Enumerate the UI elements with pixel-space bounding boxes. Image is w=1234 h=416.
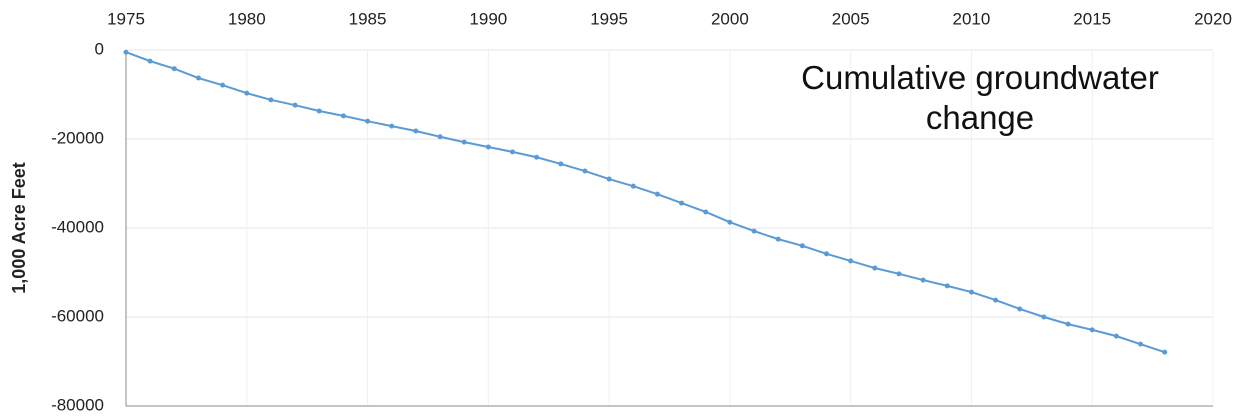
data-point xyxy=(993,297,999,303)
data-point xyxy=(485,144,491,150)
data-point xyxy=(1065,321,1071,327)
data-point xyxy=(968,289,974,295)
y-tick-label: 0 xyxy=(95,39,104,58)
data-point xyxy=(703,209,709,215)
data-point xyxy=(630,183,636,189)
data-point xyxy=(147,58,153,64)
data-point xyxy=(461,139,467,145)
data-point xyxy=(413,128,419,134)
y-tick-label: -40000 xyxy=(51,217,104,236)
x-tick-label: 1985 xyxy=(349,9,387,28)
data-point xyxy=(848,258,854,264)
data-point xyxy=(365,118,371,124)
data-point xyxy=(751,228,757,234)
data-point xyxy=(534,154,540,160)
data-point xyxy=(775,236,781,242)
x-tick-label: 1995 xyxy=(590,9,628,28)
data-point xyxy=(195,75,201,81)
data-point xyxy=(316,108,322,114)
y-tick-label: -60000 xyxy=(51,306,104,325)
data-point xyxy=(799,243,805,249)
data-point xyxy=(1089,327,1095,333)
data-point xyxy=(123,49,129,55)
x-tick-label: 1975 xyxy=(107,9,145,28)
data-point xyxy=(679,200,685,206)
data-point xyxy=(872,265,878,271)
x-tick-label: 2000 xyxy=(711,9,749,28)
data-point xyxy=(509,149,515,155)
data-point xyxy=(220,82,226,88)
x-tick-label: 2020 xyxy=(1194,9,1232,28)
annotation: Cumulative groundwater change xyxy=(801,59,1159,136)
data-point xyxy=(824,251,830,257)
x-tick-label: 2005 xyxy=(832,9,870,28)
data-point xyxy=(1162,349,1168,355)
data-point xyxy=(389,123,395,129)
data-point xyxy=(1138,341,1144,347)
data-point xyxy=(244,90,250,96)
y-tick-label: -20000 xyxy=(51,128,104,147)
data-point xyxy=(1017,306,1023,312)
data-point xyxy=(582,168,588,174)
data-point xyxy=(1041,314,1047,320)
x-tick-label: 2010 xyxy=(953,9,991,28)
data-point xyxy=(1113,333,1119,339)
series-line xyxy=(125,51,1166,354)
data-point xyxy=(920,277,926,283)
y-axis-label: 1,000 Acre Feet xyxy=(9,162,29,293)
x-tick-label: 1980 xyxy=(228,9,266,28)
data-point xyxy=(268,97,274,103)
y-tick-label: -80000 xyxy=(51,395,104,414)
data-point xyxy=(292,102,298,108)
data-point xyxy=(654,191,660,197)
data-point xyxy=(944,283,950,289)
data-point xyxy=(558,161,564,167)
x-tick-label: 1990 xyxy=(469,9,507,28)
data-point xyxy=(896,271,902,277)
data-point xyxy=(171,66,177,72)
data-point xyxy=(340,113,346,119)
data-point xyxy=(727,219,733,225)
data-point xyxy=(437,134,443,140)
data-point xyxy=(606,176,612,182)
x-tick-label: 2015 xyxy=(1073,9,1111,28)
